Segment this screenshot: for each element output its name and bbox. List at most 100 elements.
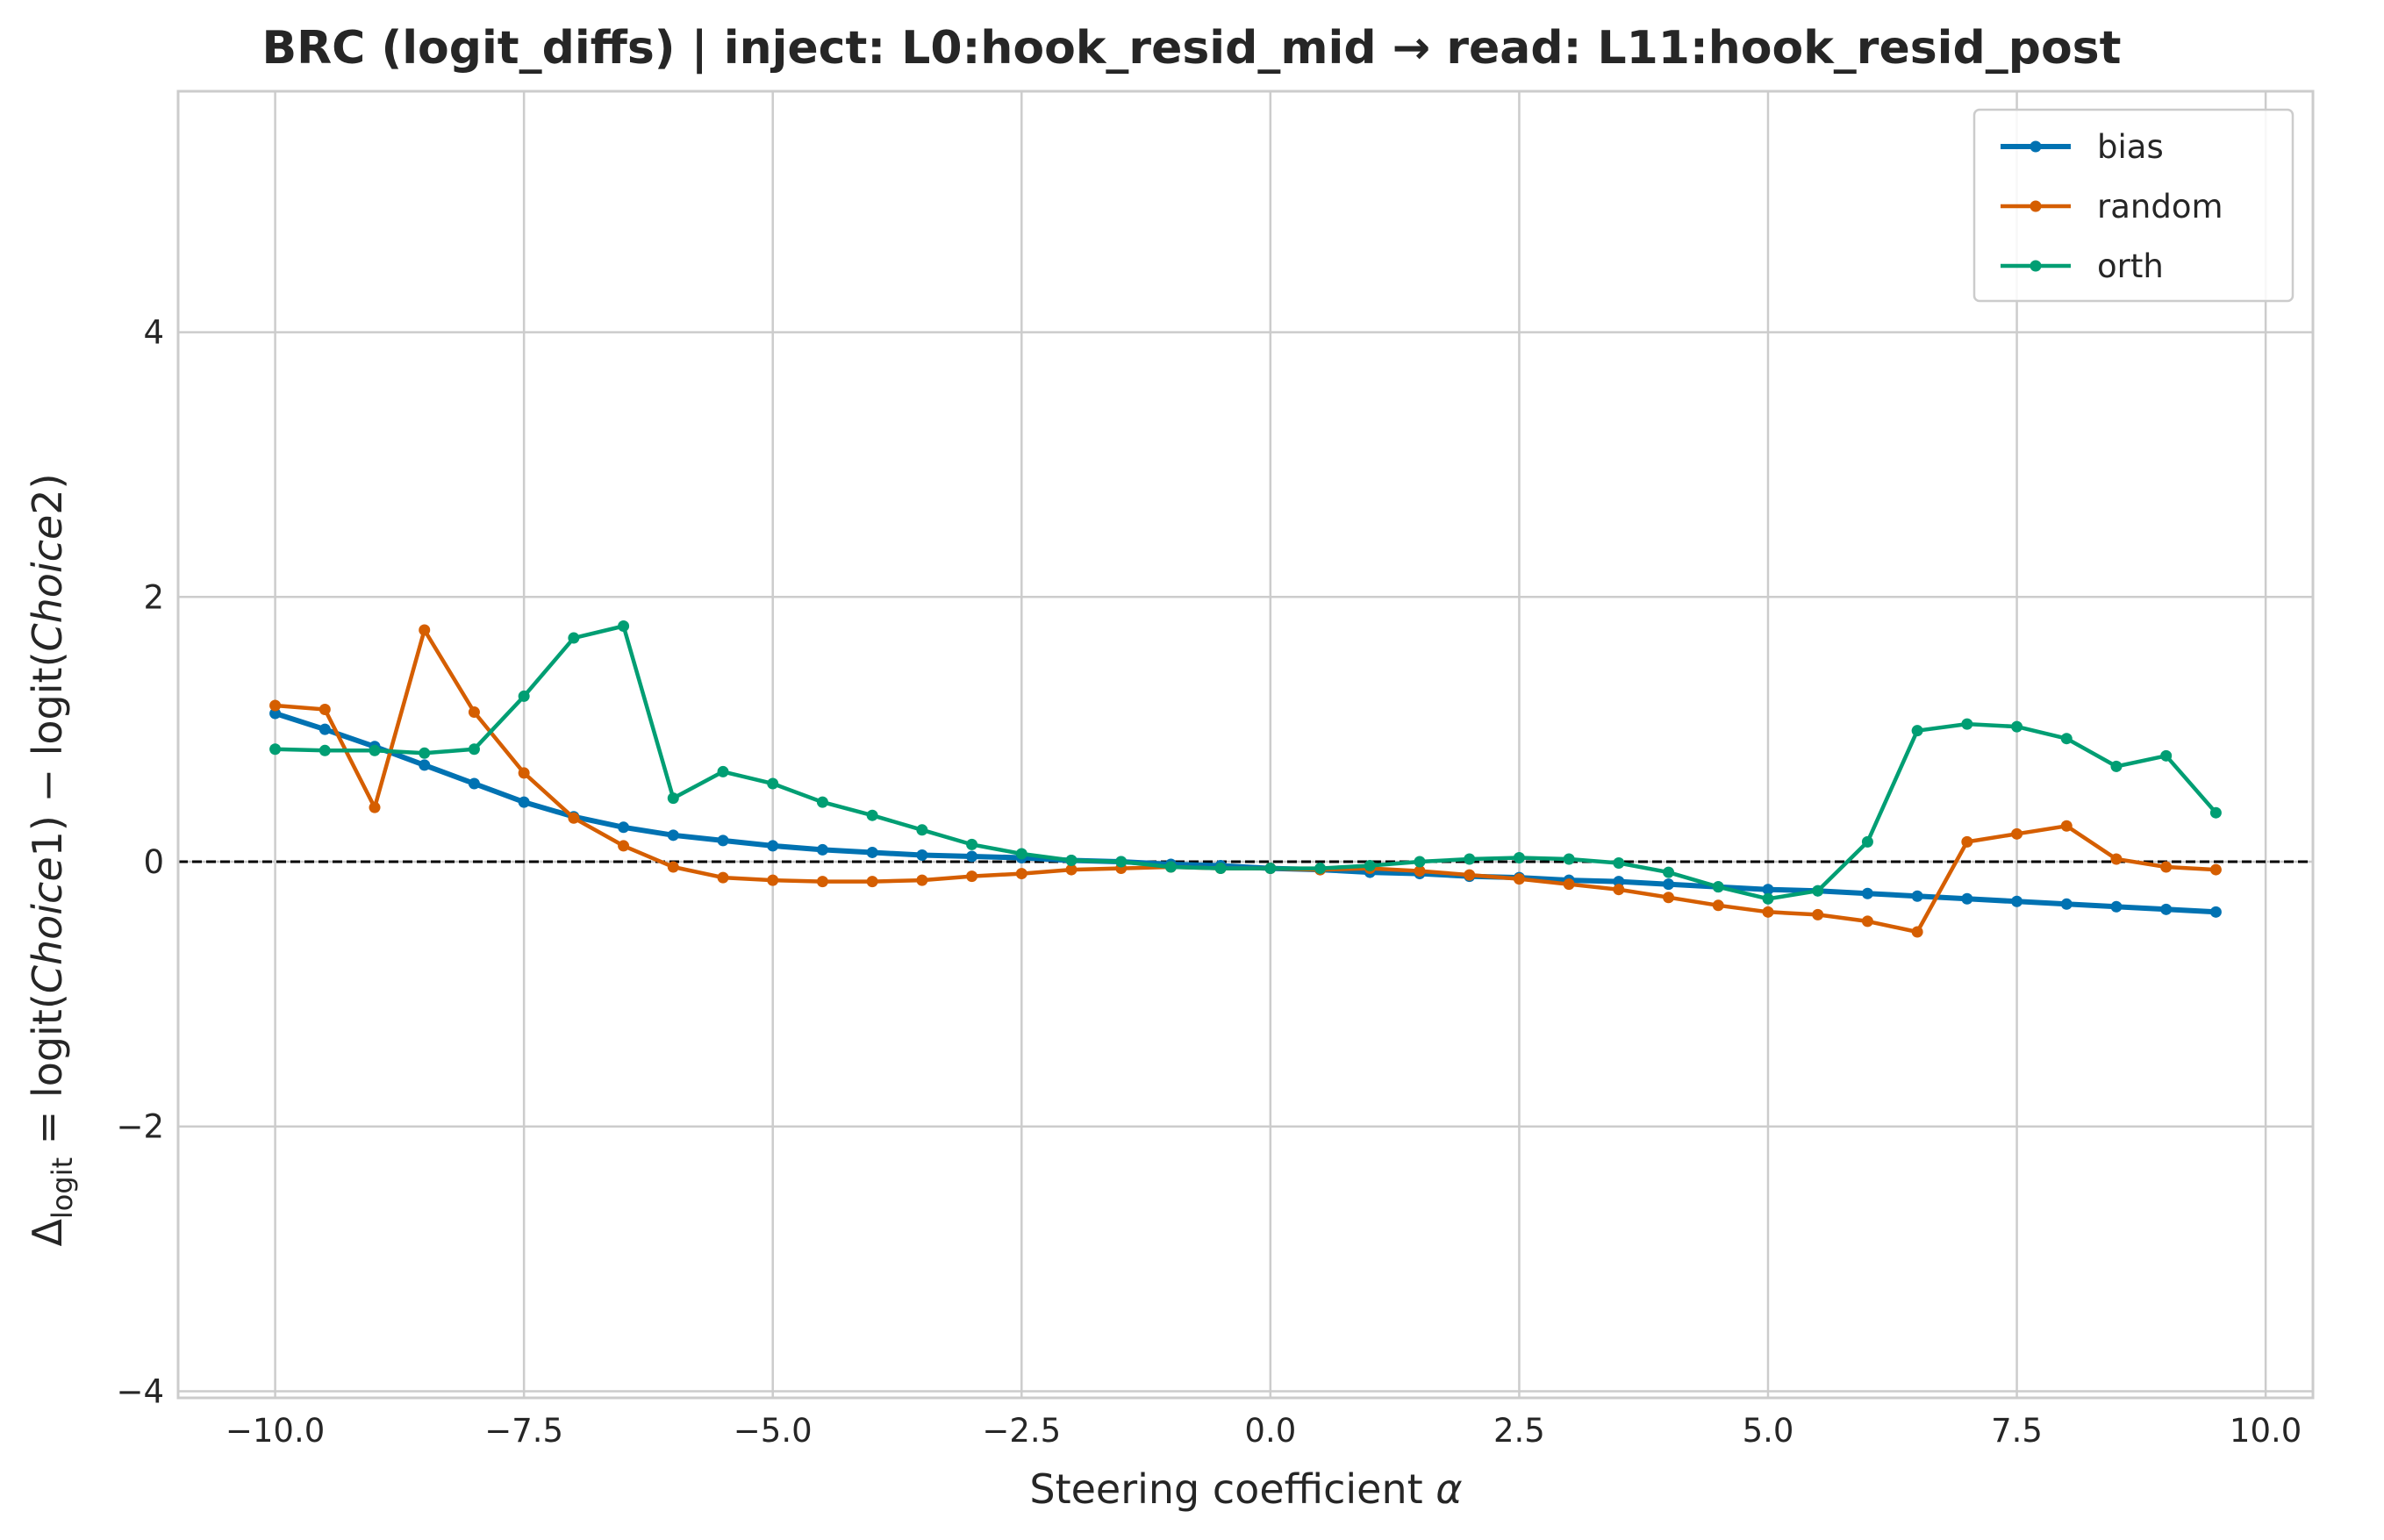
y-axis-ticks: −4 −2 0 2 4 bbox=[116, 314, 164, 1411]
data-point-bias bbox=[319, 723, 331, 735]
data-point-random bbox=[767, 874, 779, 886]
data-point-random bbox=[916, 874, 928, 886]
data-point-bias bbox=[1663, 878, 1675, 891]
data-point-bias bbox=[1762, 884, 1774, 896]
data-point-orth bbox=[966, 838, 978, 850]
data-point-random bbox=[518, 767, 530, 779]
data-point-bias bbox=[816, 843, 828, 856]
data-point-orth bbox=[1364, 860, 1376, 872]
data-point-orth bbox=[1115, 856, 1128, 868]
legend-label: orth bbox=[2097, 247, 2164, 285]
data-point-orth bbox=[1264, 863, 1277, 875]
data-point-bias bbox=[419, 759, 431, 771]
data-point-orth bbox=[369, 744, 381, 756]
data-point-bias bbox=[2011, 895, 2023, 907]
legend: bias random orth bbox=[1972, 108, 2295, 303]
data-point-orth bbox=[2011, 720, 2023, 733]
data-point-random bbox=[2011, 827, 2023, 840]
x-tick-label: 5.0 bbox=[1743, 1412, 1794, 1450]
data-point-random bbox=[1414, 865, 1426, 877]
y-tick-label: 4 bbox=[143, 314, 164, 352]
data-point-random bbox=[1613, 884, 1625, 896]
legend-marker bbox=[2030, 260, 2042, 272]
data-point-random bbox=[1015, 868, 1027, 880]
data-point-orth bbox=[667, 792, 679, 805]
data-point-random bbox=[1961, 835, 1973, 848]
data-point-orth bbox=[2209, 806, 2222, 819]
data-point-random bbox=[1762, 906, 1774, 918]
x-tick-label: 0.0 bbox=[1244, 1412, 1296, 1450]
data-point-orth bbox=[1712, 881, 1724, 893]
legend-item-orth: orth bbox=[2001, 247, 2164, 285]
data-series bbox=[269, 620, 2222, 938]
x-tick-label: −10.0 bbox=[226, 1412, 325, 1450]
y-tick-label: −4 bbox=[116, 1372, 164, 1410]
data-point-random bbox=[419, 624, 431, 636]
data-point-random bbox=[1464, 869, 1476, 881]
data-point-orth bbox=[1563, 853, 1575, 865]
x-tick-label: 7.5 bbox=[1991, 1412, 2043, 1450]
data-point-random bbox=[866, 876, 878, 888]
data-point-random bbox=[2110, 853, 2123, 865]
data-point-orth bbox=[618, 620, 630, 632]
data-point-bias bbox=[468, 777, 480, 790]
data-point-random bbox=[1712, 899, 1724, 912]
data-point-bias bbox=[1961, 892, 1973, 905]
x-tick-label: −2.5 bbox=[982, 1412, 1061, 1450]
data-point-random bbox=[568, 812, 580, 824]
data-point-bias bbox=[717, 834, 729, 847]
legend-label: bias bbox=[2097, 128, 2164, 166]
data-point-orth bbox=[1164, 861, 1177, 873]
data-point-bias bbox=[1861, 887, 1873, 899]
plot-border bbox=[176, 90, 2315, 1400]
plot-frame bbox=[176, 90, 2315, 1400]
legend-item-bias: bias bbox=[2001, 128, 2164, 166]
series-orth bbox=[269, 620, 2222, 905]
data-point-orth bbox=[1513, 851, 1525, 863]
data-point-orth bbox=[568, 632, 580, 644]
data-point-orth bbox=[518, 690, 530, 702]
legend-item-random: random bbox=[2001, 188, 2223, 226]
data-point-random bbox=[2209, 863, 2222, 876]
data-point-orth bbox=[1861, 835, 1873, 848]
data-point-bias bbox=[2160, 903, 2173, 915]
data-point-random bbox=[269, 699, 282, 712]
x-tick-label: 2.5 bbox=[1493, 1412, 1545, 1450]
x-axis-ticks: −10.0 −7.5 −5.0 −2.5 0.0 2.5 5.0 7.5 10.0 bbox=[226, 1412, 2302, 1450]
chart-title: BRC (logit_diffs) | inject: L0:hook_resi… bbox=[262, 22, 2122, 75]
data-point-orth bbox=[866, 809, 878, 821]
data-point-orth bbox=[1314, 863, 1327, 875]
data-point-random bbox=[468, 706, 480, 719]
legend-label: random bbox=[2097, 188, 2223, 226]
data-point-orth bbox=[1663, 866, 1675, 878]
data-point-orth bbox=[1214, 863, 1227, 875]
x-tick-label: 10.0 bbox=[2230, 1412, 2302, 1450]
data-point-orth bbox=[1613, 857, 1625, 870]
data-point-orth bbox=[1911, 725, 1923, 737]
y-tick-label: 2 bbox=[143, 578, 164, 616]
data-point-random bbox=[1065, 863, 1077, 876]
data-point-random bbox=[1911, 926, 1923, 938]
data-point-random bbox=[667, 861, 679, 873]
plot-background bbox=[178, 91, 2313, 1398]
data-point-bias bbox=[2209, 906, 2222, 918]
data-point-orth bbox=[717, 765, 729, 777]
data-point-orth bbox=[419, 747, 431, 759]
data-point-random bbox=[1563, 878, 1575, 891]
data-point-orth bbox=[2060, 733, 2073, 745]
data-point-orth bbox=[2110, 760, 2123, 772]
data-point-orth bbox=[2160, 749, 2173, 762]
data-point-bias bbox=[966, 850, 978, 863]
data-point-orth bbox=[1015, 848, 1027, 860]
data-point-orth bbox=[319, 744, 331, 756]
data-point-random bbox=[1861, 915, 1873, 928]
data-point-random bbox=[1663, 892, 1675, 904]
data-point-random bbox=[816, 876, 828, 888]
data-point-orth bbox=[1464, 853, 1476, 865]
data-point-bias bbox=[518, 796, 530, 808]
data-point-bias bbox=[667, 829, 679, 842]
data-point-orth bbox=[468, 743, 480, 756]
legend-marker bbox=[2030, 140, 2042, 153]
data-point-random bbox=[717, 871, 729, 884]
